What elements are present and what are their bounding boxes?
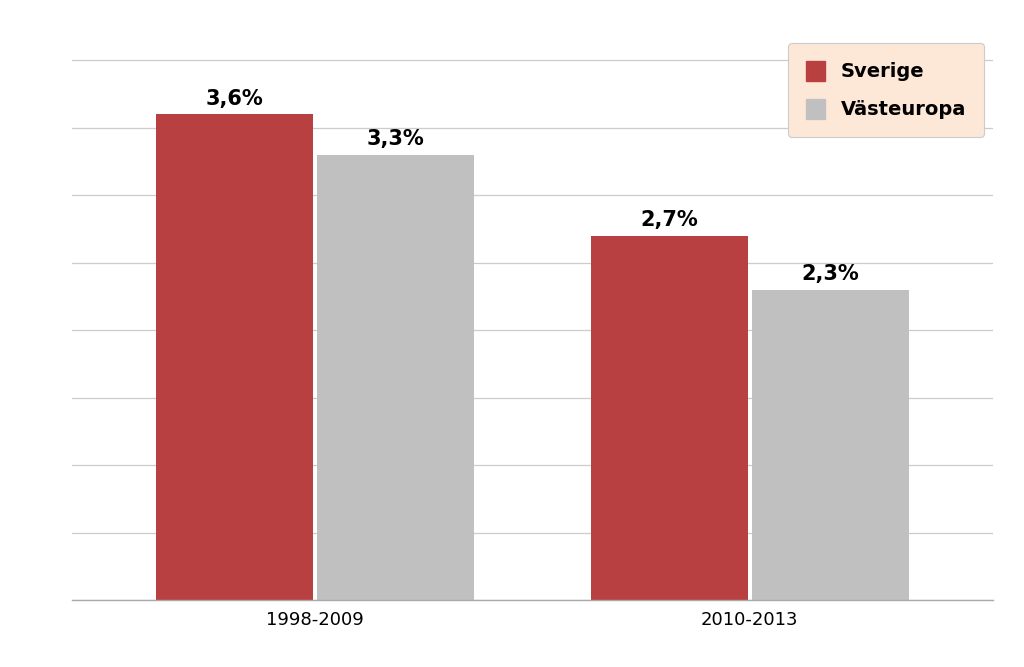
Bar [591, 236, 748, 600]
Text: 3,6%: 3,6% [206, 89, 263, 109]
Text: 2,7%: 2,7% [641, 210, 698, 230]
Text: 2,3%: 2,3% [802, 264, 859, 284]
Bar [752, 290, 908, 600]
Text: 3,3%: 3,3% [367, 129, 424, 149]
Legend: Sverige, Västeuropa: Sverige, Västeuropa [788, 43, 984, 137]
Bar [157, 114, 313, 600]
Bar [317, 155, 474, 600]
